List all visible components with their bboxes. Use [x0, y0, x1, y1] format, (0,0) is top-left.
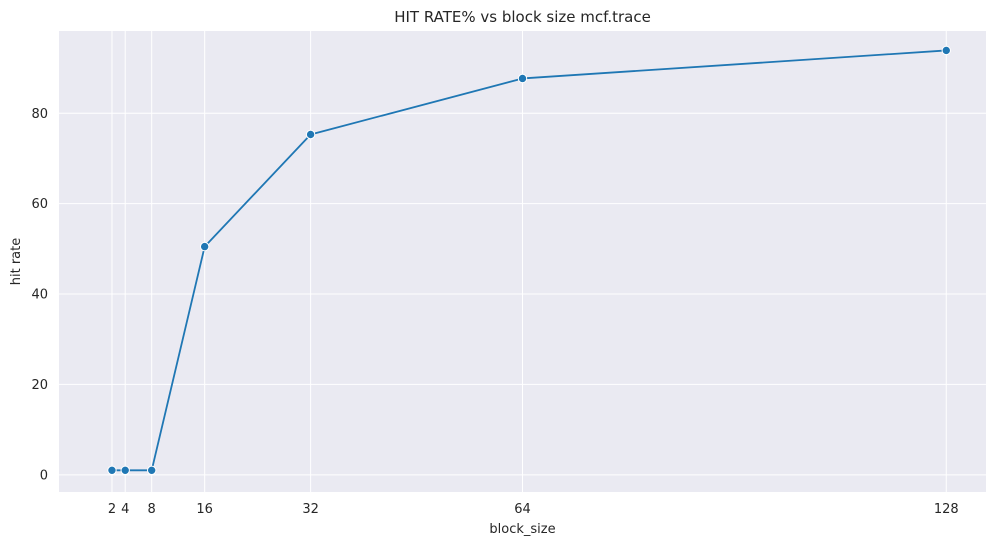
x-tick-labels: 2 4 8 16 32 64 128 [108, 502, 959, 517]
data-point [517, 73, 528, 84]
y-axis-label: hit rate [9, 238, 24, 286]
y-tick-label: 60 [31, 197, 48, 212]
series-layer [107, 45, 951, 476]
x-tick-label: 4 [121, 502, 129, 517]
x-tick-label: 64 [514, 502, 531, 517]
data-point [107, 465, 117, 476]
x-tick-label: 128 [934, 502, 959, 517]
y-tick-label: 40 [31, 288, 48, 303]
y-tick-label: 0 [40, 468, 48, 483]
data-point [941, 45, 951, 56]
x-tick-label: 8 [148, 502, 156, 517]
x-tick-label: 2 [108, 502, 116, 517]
x-tick-label: 32 [302, 502, 319, 517]
data-point [120, 465, 130, 476]
y-tick-labels: 0 20 40 60 80 [31, 107, 48, 484]
data-point [199, 241, 210, 252]
y-tick-label: 20 [31, 378, 48, 393]
data-point [305, 129, 316, 140]
x-axis-label: block_size [489, 522, 555, 537]
data-point [147, 465, 157, 476]
x-tick-label: 16 [196, 502, 213, 517]
chart-title: HIT RATE% vs block size mcf.trace [394, 8, 651, 26]
y-tick-label: 80 [31, 107, 48, 122]
grid [59, 31, 986, 492]
